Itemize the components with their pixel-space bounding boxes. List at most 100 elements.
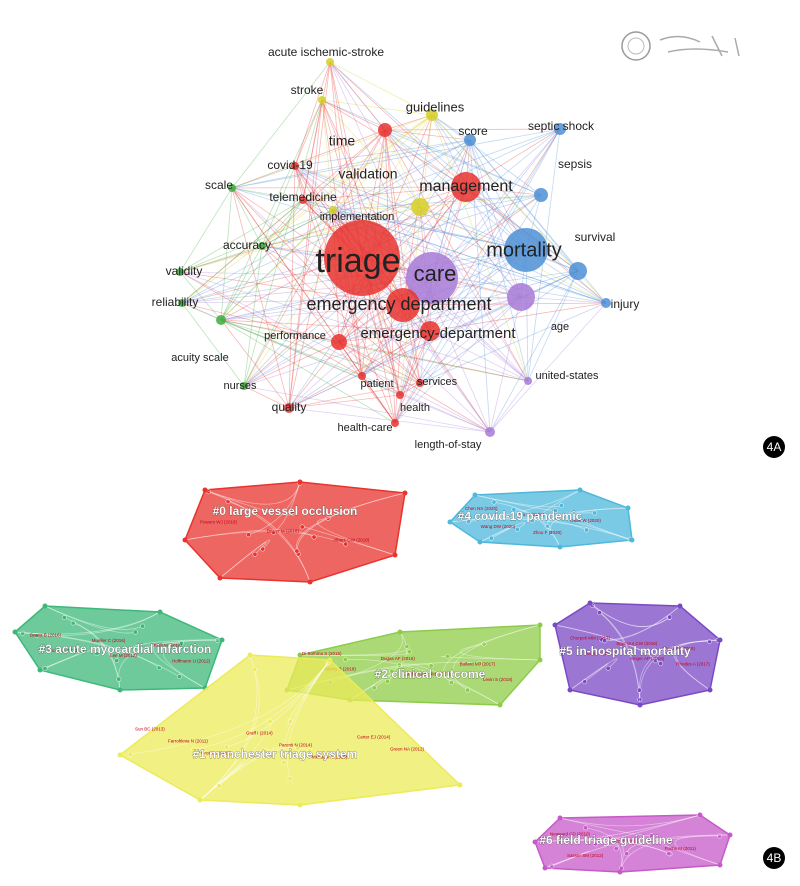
keyword-node: [358, 372, 366, 380]
cluster-node: [537, 622, 543, 628]
cluster-node: [542, 865, 548, 871]
cluster-link: [204, 483, 301, 505]
keyword-node: [601, 298, 611, 308]
panel-label: 4A: [767, 440, 782, 454]
keyword-label: services: [417, 376, 458, 388]
cluster-link: [39, 653, 80, 671]
keyword-node: [228, 184, 236, 192]
cluster-node: [42, 603, 48, 609]
cluster-node: [448, 680, 454, 686]
author-label: Sasser SM (2012): [567, 853, 604, 858]
cluster-node: [294, 548, 300, 554]
cluster-hull: [448, 489, 633, 548]
cluster-node: [447, 519, 453, 525]
edge: [399, 114, 433, 396]
cluster-link: [282, 659, 331, 763]
cluster-link: [626, 834, 731, 854]
keyword-label: performance: [264, 330, 326, 342]
keyword-label: implementation: [320, 211, 395, 223]
cluster-link: [248, 481, 301, 536]
cluster-link: [44, 605, 136, 634]
cluster-node: [637, 702, 643, 708]
cluster-node: [677, 603, 683, 609]
edge: [402, 304, 491, 433]
cluster-node: [583, 825, 588, 831]
edge: [361, 270, 579, 377]
cluster-node: [263, 748, 269, 754]
cluster-link: [199, 745, 299, 801]
cluster-node: [117, 687, 123, 693]
keyword-node: [411, 198, 429, 216]
cluster-node: [625, 505, 631, 511]
cluster-node: [37, 667, 43, 673]
cluster-link: [585, 827, 623, 873]
cluster-node: [271, 530, 277, 536]
keyword-label: management: [419, 178, 513, 195]
cluster-link: [227, 501, 311, 583]
edge: [220, 277, 433, 321]
keyword-label: emergency-department: [360, 325, 516, 342]
edge: [384, 129, 522, 298]
edge: [261, 129, 386, 247]
edge: [338, 341, 529, 382]
keyword-node: [299, 196, 307, 204]
cluster-link: [674, 835, 721, 866]
cluster-link: [589, 602, 670, 627]
cluster-node: [472, 492, 478, 498]
edge: [220, 319, 529, 382]
cluster-node: [202, 487, 208, 493]
edge: [179, 271, 222, 321]
keyword-label: triage: [315, 242, 400, 280]
cluster-node: [392, 552, 398, 558]
keyword-label: covid-19: [267, 158, 313, 172]
edge: [361, 375, 396, 424]
keyword-node: [386, 288, 420, 322]
edge: [329, 61, 386, 131]
author-label: Di Somma S (2015): [302, 651, 342, 656]
keyword-label: accuracy: [223, 238, 271, 252]
cluster-link: [199, 762, 245, 801]
edge: [181, 199, 304, 304]
cluster-node: [552, 622, 558, 628]
edge: [429, 128, 561, 332]
author-label: Churpek MM (2017): [570, 636, 611, 641]
author-label: Sun BC (2013): [135, 727, 165, 732]
author-label: Mistry B (2018): [325, 666, 356, 671]
keyword-label: reliability: [152, 295, 199, 309]
edge: [338, 341, 396, 424]
edge: [181, 302, 340, 343]
cluster-link: [36, 611, 161, 637]
edge: [338, 330, 431, 343]
cluster-link: [468, 489, 581, 523]
cluster-node: [497, 702, 503, 708]
cluster-link: [474, 494, 556, 511]
cluster-label: #4 covid-19 pandemic: [458, 509, 583, 523]
cluster-link: [44, 605, 143, 630]
cluster-link: [39, 648, 101, 671]
cluster-link: [554, 624, 656, 661]
cluster-node: [582, 679, 588, 685]
edge: [294, 165, 522, 298]
edge: [243, 194, 542, 387]
cluster-link: [184, 531, 346, 545]
cluster-node: [554, 516, 560, 522]
cluster-node: [548, 529, 554, 535]
edge: [231, 187, 421, 384]
edge: [321, 99, 421, 208]
author-label: Rhodes A (2017): [676, 661, 710, 666]
panel-badge: [763, 847, 785, 869]
edge: [288, 249, 527, 409]
edge: [321, 99, 334, 211]
author-label: Singer AP (2016): [630, 656, 665, 661]
cluster-node: [116, 676, 122, 682]
edge: [384, 129, 529, 382]
edge: [179, 271, 363, 377]
cluster-link: [534, 839, 670, 854]
edge: [399, 128, 561, 396]
edge: [288, 296, 522, 409]
cluster-link: [449, 518, 631, 540]
edge: [332, 194, 542, 211]
edge: [329, 61, 467, 188]
author-label: Dugas AF (2016): [381, 656, 416, 661]
